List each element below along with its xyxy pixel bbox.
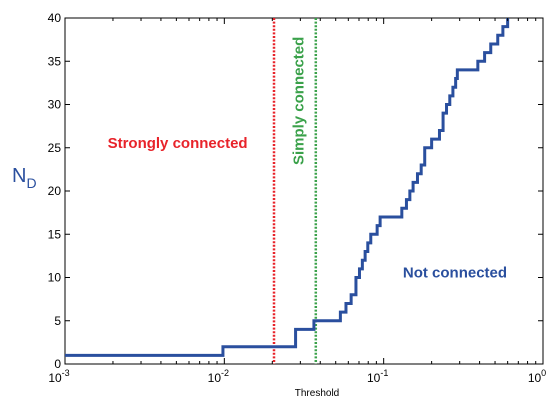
x-tick-label: 10-3	[48, 368, 69, 385]
annotations: Strongly connected Simply connected Not co…	[108, 37, 507, 282]
series-line-0	[65, 18, 510, 357]
x-axis-label: Threshold	[295, 388, 339, 398]
y-axis-label-subscript: D	[26, 175, 36, 191]
annotation-simply-connected: Simply connected	[291, 37, 308, 165]
y-tick-label: 5	[54, 314, 61, 328]
x-tick-label: 10-1	[367, 368, 388, 385]
y-tick-label: 0	[54, 357, 61, 371]
y-tick-label: 30	[48, 98, 62, 112]
y-axis-label-main: N	[12, 165, 26, 187]
y-tick-label: 15	[48, 227, 62, 241]
y-tick-label: 40	[48, 11, 62, 25]
y-axis-ticks: 0 5 10 15 20 25 30 35 40	[48, 11, 543, 371]
vertical-threshold-lines	[272, 18, 318, 364]
y-tick-label: 35	[48, 54, 62, 68]
y-tick-label: 10	[48, 271, 62, 285]
x-tick-label: 100	[528, 368, 546, 385]
y-tick-label: 20	[48, 184, 62, 198]
x-tick-label: 10-2	[208, 368, 229, 385]
y-tick-label: 25	[48, 141, 62, 155]
x-axis-ticks: 10-3 10-2 10-1 100	[48, 18, 546, 385]
y-axis-label: ND	[12, 165, 37, 191]
annotation-strongly-connected: Strongly connected	[108, 135, 248, 152]
annotation-not-connected: Not connected	[403, 265, 507, 282]
data-series	[65, 18, 510, 357]
